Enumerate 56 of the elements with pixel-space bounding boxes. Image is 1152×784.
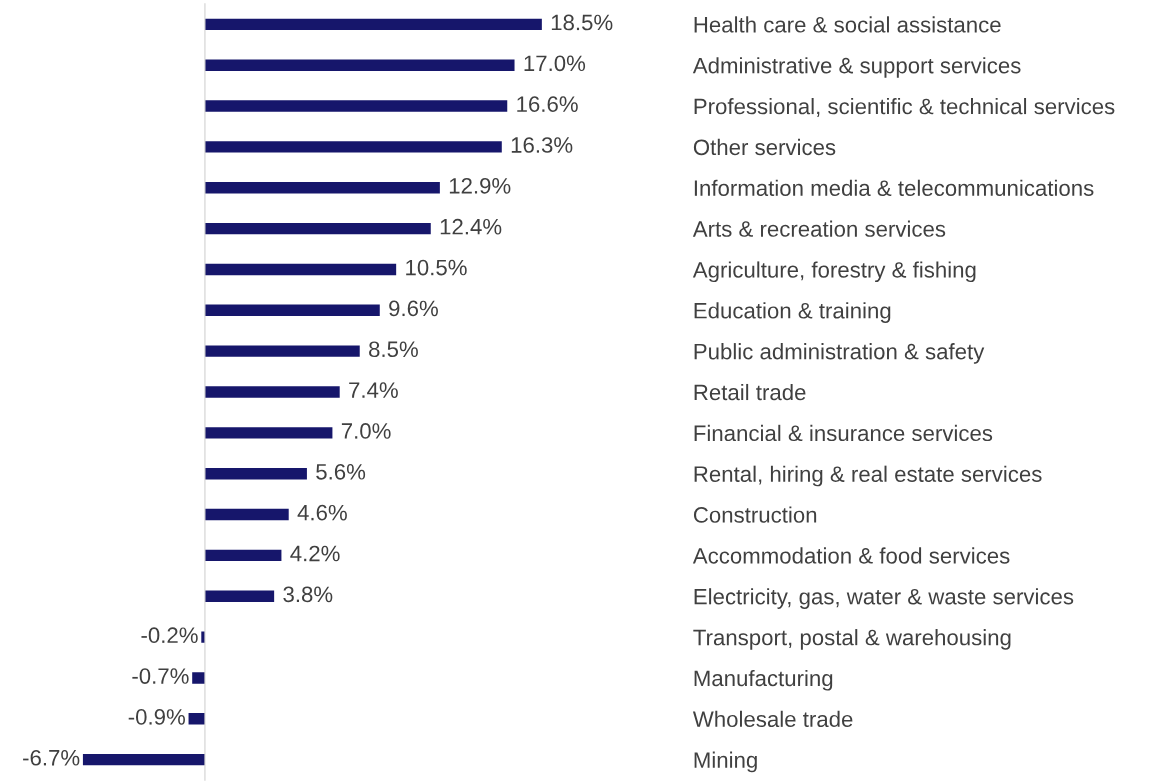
y-tick-label: Mining bbox=[694, 751, 757, 773]
data-label: 12.9% bbox=[449, 177, 511, 194]
data-label: -6.7% bbox=[23, 749, 80, 766]
data-label: 4.2% bbox=[290, 545, 340, 562]
y-tick-label: Information media & telecommunications bbox=[694, 179, 1094, 197]
y-tick-label: Manufacturing bbox=[694, 669, 833, 691]
y-tick-label: Health care & social assistance bbox=[694, 16, 1001, 33]
bar bbox=[204, 345, 360, 357]
bar bbox=[204, 427, 333, 439]
y-tick-label: Financial & insurance services bbox=[694, 424, 993, 442]
data-label: 10.5% bbox=[406, 259, 467, 276]
bar bbox=[188, 713, 205, 725]
y-tick-label: Wholesale trade bbox=[692, 710, 853, 728]
data-label: 7.4% bbox=[349, 382, 398, 398]
bar bbox=[204, 18, 542, 31]
y-tick-label: Arts & recreation services bbox=[692, 220, 946, 237]
bar bbox=[204, 182, 440, 194]
bar bbox=[82, 753, 205, 766]
y-tick-label: Public administration & safety bbox=[694, 343, 985, 364]
y-tick-label: Professional, scientific & technical services bbox=[694, 97, 1115, 117]
y-tick-label: Agriculture, forestry & fishing bbox=[692, 261, 976, 283]
data-label: 9.6% bbox=[389, 300, 438, 317]
y-tick-label: Construction bbox=[693, 506, 817, 523]
y-tick-label: Administrative & support services bbox=[692, 57, 1021, 78]
bar bbox=[204, 386, 340, 398]
data-label: 16.6% bbox=[517, 96, 578, 113]
data-label: 7.0% bbox=[341, 423, 391, 439]
bar bbox=[204, 141, 502, 153]
bar bbox=[204, 508, 289, 521]
bar bbox=[204, 222, 431, 235]
y-tick-label: Electricity, gas, water & waste services bbox=[694, 588, 1074, 609]
data-label: -0.9% bbox=[128, 709, 185, 725]
y-tick-label: Other services bbox=[693, 138, 836, 156]
bar bbox=[204, 590, 275, 602]
bar bbox=[204, 304, 380, 317]
data-label: 12.4% bbox=[440, 218, 502, 235]
y-tick-label: Education & training bbox=[694, 302, 891, 323]
data-label: 17.0% bbox=[524, 55, 586, 72]
data-label: 18.5% bbox=[551, 14, 613, 31]
data-label: -0.2% bbox=[141, 627, 198, 644]
bar bbox=[204, 100, 508, 112]
bar bbox=[204, 467, 307, 480]
data-label: 5.6% bbox=[316, 463, 366, 480]
data-label: -0.7% bbox=[132, 668, 189, 684]
bar bbox=[192, 672, 205, 684]
y-tick-label: Accommodation & food services bbox=[692, 547, 1010, 564]
data-label: 16.3% bbox=[511, 137, 573, 153]
data-label: 8.5% bbox=[369, 341, 418, 358]
bar bbox=[204, 263, 397, 276]
y-tick-label: Transport, postal & warehousing bbox=[693, 629, 1011, 650]
data-label: 3.8% bbox=[283, 586, 333, 603]
bar bbox=[204, 549, 282, 562]
y-tick-label: Rental, hiring & real estate services bbox=[694, 465, 1042, 487]
bar bbox=[204, 59, 515, 71]
data-label: 4.6% bbox=[297, 504, 347, 521]
y-tick-label: Retail trade bbox=[694, 383, 806, 401]
